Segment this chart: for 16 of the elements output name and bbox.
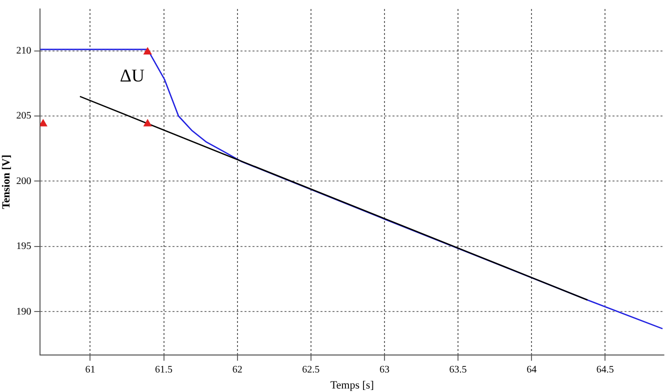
y-tick-label: 190 [16, 306, 32, 318]
x-tick-label: 61.5 [155, 364, 173, 376]
x-axis-title: Temps [s] [330, 379, 374, 392]
x-tick-label: 63 [379, 364, 390, 376]
x-tick-label: 61 [85, 364, 96, 376]
y-tick-label: 195 [16, 241, 32, 252]
x-tick-label: 62.5 [302, 364, 320, 376]
y-tick-label: 200 [16, 176, 32, 187]
annotation: ΔU [120, 66, 144, 86]
x-tick-label: 64.5 [596, 364, 614, 376]
y-tick-label: 205 [16, 110, 32, 122]
x-tick-label: 64 [526, 364, 537, 376]
y-axis-title: Tension [V] [0, 154, 12, 210]
x-tick-label: 62 [232, 364, 242, 376]
x-tick-label: 63.5 [449, 364, 467, 376]
y-tick-label: 210 [16, 45, 32, 56]
